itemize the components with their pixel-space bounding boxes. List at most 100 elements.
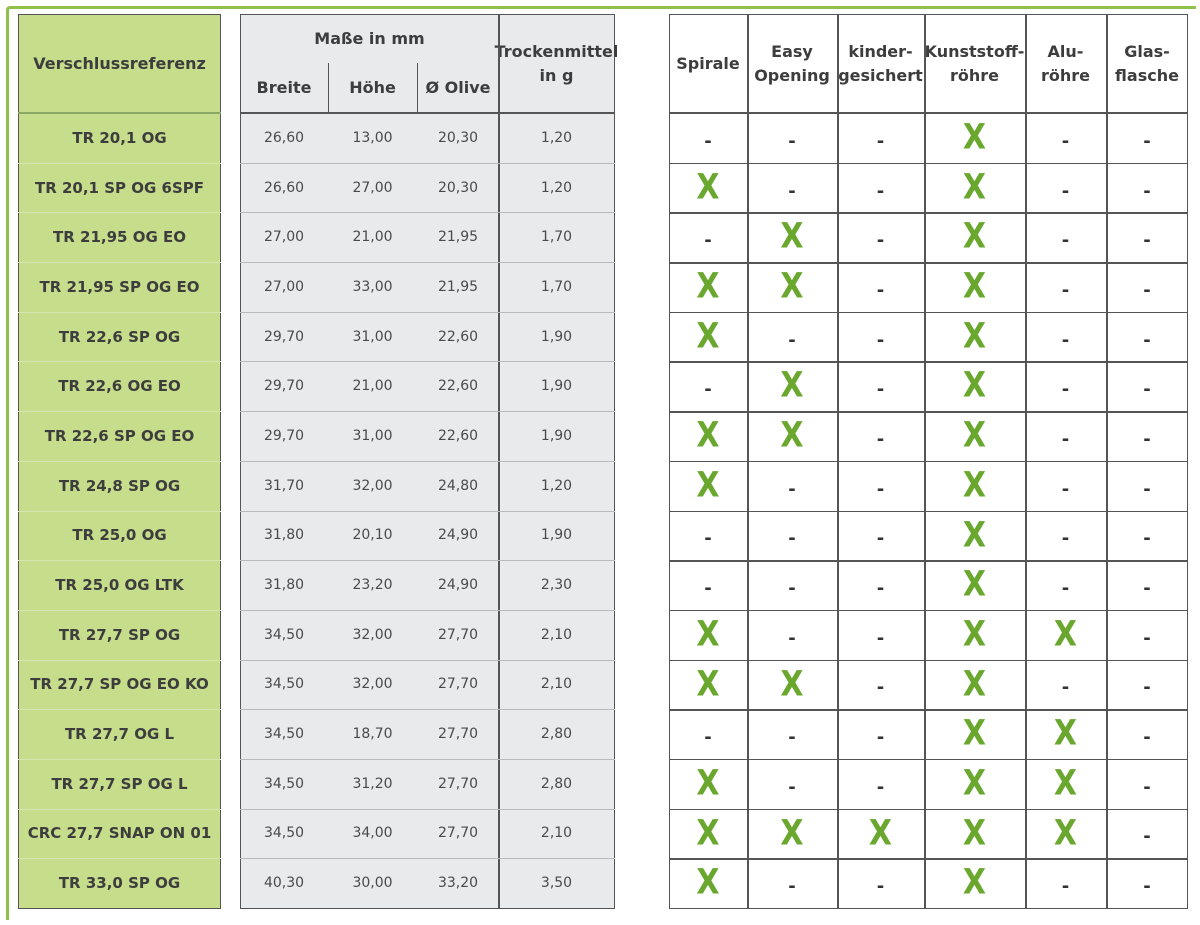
height: 32,00 (352, 676, 393, 693)
feature-no: - (704, 727, 712, 749)
row-line (240, 212, 615, 214)
feature-no: - (1061, 130, 1070, 152)
width: 29,70 (263, 378, 305, 395)
row-line (18, 311, 221, 313)
feature-yes: X (1053, 763, 1078, 804)
sub-line (328, 63, 329, 113)
feature-no: - (1061, 329, 1070, 351)
feature-header-line: Alu- (1047, 41, 1084, 61)
feature-yes: X (780, 266, 804, 307)
reference: TR 33,0 SP OG (58, 874, 181, 893)
row-line (240, 361, 615, 363)
reference: TR 24,8 SP OG (58, 476, 181, 495)
feature-header-line: Opening (754, 65, 830, 85)
olive: 24,80 (437, 477, 479, 494)
reference: TR 27,7 OG L (64, 725, 175, 744)
desiccant-header-line: Trockenmittel (494, 41, 619, 61)
row-line (669, 510, 1188, 512)
olive: 20,30 (437, 179, 479, 196)
feature-no: - (704, 230, 712, 252)
feature-header: Spirale (669, 14, 747, 113)
feature-yes: X (780, 663, 804, 704)
row-line (669, 411, 1188, 413)
olive: 21,95 (437, 229, 479, 246)
feature-header: Alu-röhre (1025, 14, 1106, 113)
reference: TR 22,6 SP OG EO (44, 426, 195, 445)
feature-no: - (1143, 578, 1151, 600)
feature-no: - (788, 180, 796, 202)
row-line (240, 858, 615, 860)
feature-no: - (876, 876, 885, 898)
olive: 24,90 (437, 577, 479, 594)
feature-yes: X (696, 763, 720, 804)
height: 32,00 (352, 477, 393, 494)
row-line (669, 262, 1188, 264)
feature-no: - (788, 478, 796, 500)
feature-no: - (1061, 180, 1070, 202)
reference: TR 27,7 SP OG (58, 625, 181, 644)
height-header: Höhe (349, 78, 396, 97)
desiccant: 1,90 (540, 328, 573, 345)
row-line (240, 758, 615, 760)
height: 21,00 (352, 378, 393, 395)
width: 34,50 (263, 825, 305, 842)
width: 34,50 (263, 626, 305, 643)
dimensions-header: Maße in mm (314, 29, 425, 48)
feature-no: - (1143, 528, 1151, 550)
feature-no: - (1143, 826, 1151, 848)
row-line (18, 411, 221, 413)
feature-no: - (1143, 130, 1151, 152)
olive: 27,70 (437, 775, 479, 792)
feature-no: - (876, 329, 885, 351)
desiccant: 2,10 (540, 676, 573, 693)
width: 29,70 (263, 328, 305, 345)
feature-no: - (1143, 776, 1151, 798)
feature-no: - (1061, 478, 1070, 500)
feature-header-line: flasche (1115, 65, 1179, 85)
olive: 27,70 (437, 676, 479, 693)
feature-no: - (1143, 677, 1151, 699)
row-line (669, 709, 1188, 711)
row-line (669, 162, 1188, 165)
reference: TR 27,7 SP OG EO KO (30, 675, 209, 694)
desiccant: 1,70 (540, 229, 573, 246)
width: 26,60 (263, 179, 305, 196)
row-line (240, 411, 615, 413)
row-line (240, 510, 615, 512)
row-line (18, 361, 221, 363)
height: 32,00 (352, 626, 393, 643)
desiccant: 1,90 (540, 527, 573, 544)
feature-yes: X (696, 812, 720, 854)
desiccant: 2,10 (540, 626, 573, 643)
feature-yes: X (962, 663, 987, 704)
desiccant-header: Trockenmittel in g (495, 14, 619, 113)
feature-no: - (704, 379, 712, 401)
feature-no: - (788, 776, 796, 798)
feature-yes: X (962, 862, 987, 903)
reference: TR 21,95 SP OG EO (39, 277, 200, 296)
feature-no: - (1143, 180, 1151, 202)
feature-yes: X (962, 464, 987, 506)
feature-no: - (704, 578, 712, 600)
feature-yes: X (780, 216, 804, 257)
feature-no: - (788, 528, 796, 550)
feature-no: - (1143, 279, 1151, 301)
feature-no: - (1143, 329, 1151, 351)
desiccant: 2,10 (540, 825, 573, 842)
frame (6, 6, 1196, 920)
feature-no: - (1143, 627, 1151, 649)
feature-no: - (1143, 230, 1151, 252)
feature-no: - (788, 627, 796, 649)
feature-yes: X (962, 564, 987, 605)
feature-no: - (1061, 428, 1070, 450)
row-line (669, 758, 1188, 761)
feature-header-line: gesichert (838, 65, 923, 85)
row-line (669, 659, 1188, 662)
row-line (18, 808, 221, 810)
feature-no: - (1061, 379, 1070, 401)
feature-yes: X (780, 812, 804, 854)
feature-no: - (876, 279, 885, 301)
desiccant: 3,50 (540, 875, 573, 892)
reference: TR 25,0 OG LTK (55, 576, 184, 595)
